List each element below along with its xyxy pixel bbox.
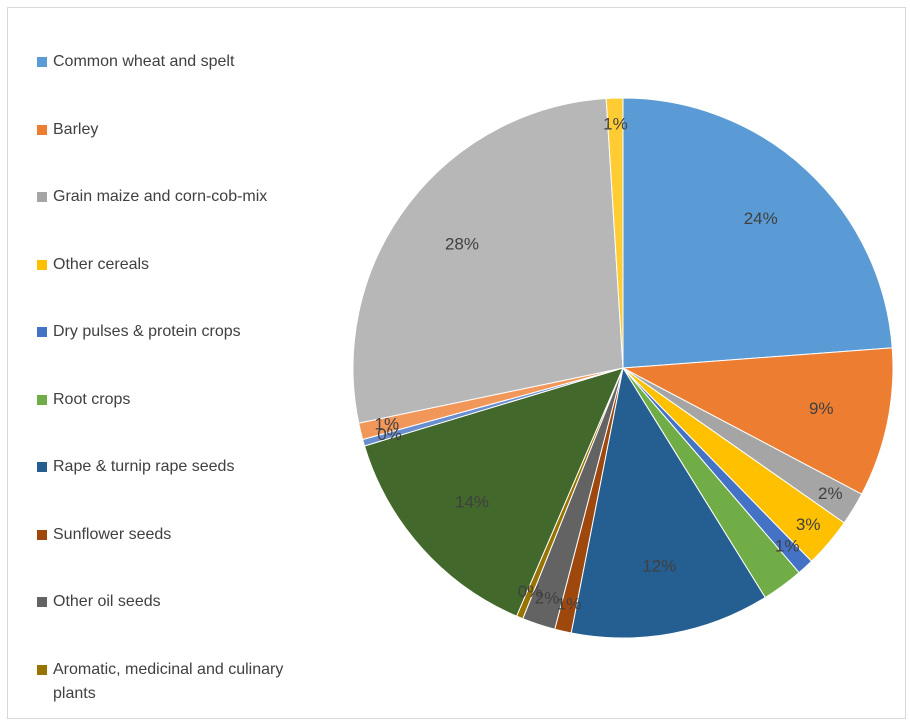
legend-item: Other cereals	[37, 253, 287, 277]
legend-swatch	[37, 192, 47, 202]
pie-slice	[621, 347, 894, 495]
legend-swatch	[37, 529, 47, 540]
pie-slice	[622, 97, 893, 369]
data-label: 2%	[818, 484, 843, 503]
data-label: 1%	[775, 537, 800, 556]
legend-label: Barley	[53, 120, 99, 138]
legend-item: Other oil seeds	[37, 590, 287, 614]
data-label: 0%	[377, 425, 402, 444]
legend-item: Root crops	[37, 388, 287, 412]
legend-swatch	[37, 664, 47, 675]
data-label: 2%	[535, 588, 560, 607]
chart-frame	[7, 7, 906, 719]
pie-slice	[363, 367, 624, 617]
data-label: 3%	[796, 515, 821, 534]
legend-item: Common wheat and spelt	[37, 50, 287, 74]
legend-label: Common wheat and spelt	[53, 53, 235, 70]
legend-label: Sunflower seeds	[53, 525, 172, 543]
pie-slice	[570, 366, 766, 639]
data-label: 12%	[642, 557, 676, 576]
pie-slice	[605, 97, 624, 369]
data-label: 24%	[744, 209, 778, 228]
legend-swatch	[37, 259, 47, 270]
legend-label: Grain maize and corn-cob-mix	[53, 188, 268, 205]
legend-label: Root crops	[53, 390, 131, 408]
legend-item: Rape & turnip rape seeds	[37, 455, 287, 479]
data-label: 14%	[455, 492, 489, 511]
legend-label: Other oil seeds	[53, 593, 161, 610]
legend-swatch	[37, 462, 47, 472]
legend-swatch	[37, 394, 47, 405]
legend-item: Barley	[37, 118, 287, 142]
legend-item: Sunflower seeds	[37, 523, 287, 547]
data-label: 28%	[445, 235, 479, 254]
data-label: 1%	[557, 594, 582, 613]
legend-swatch	[37, 597, 47, 607]
data-label: 9%	[809, 399, 834, 418]
data-label: 0%	[518, 582, 543, 601]
pie-slice	[352, 97, 624, 424]
data-label: 1%	[603, 115, 628, 134]
legend-label: Dry pulses & protein crops	[53, 323, 241, 340]
data-label: 1%	[374, 415, 399, 434]
legend-label: Aromatic, medicinal and culinary plants	[53, 660, 284, 702]
legend-item: Dry pulses & protein crops	[37, 320, 287, 344]
legend-swatch	[37, 327, 47, 337]
legend-swatch	[37, 57, 47, 67]
legend-label: Rape & turnip rape seeds	[53, 458, 235, 475]
legend-item: Aromatic, medicinal and culinary plants	[37, 658, 287, 706]
legend-swatch	[37, 124, 47, 135]
legend-label: Other cereals	[53, 255, 150, 273]
legend-item: Grain maize and corn-cob-mix	[37, 185, 287, 209]
